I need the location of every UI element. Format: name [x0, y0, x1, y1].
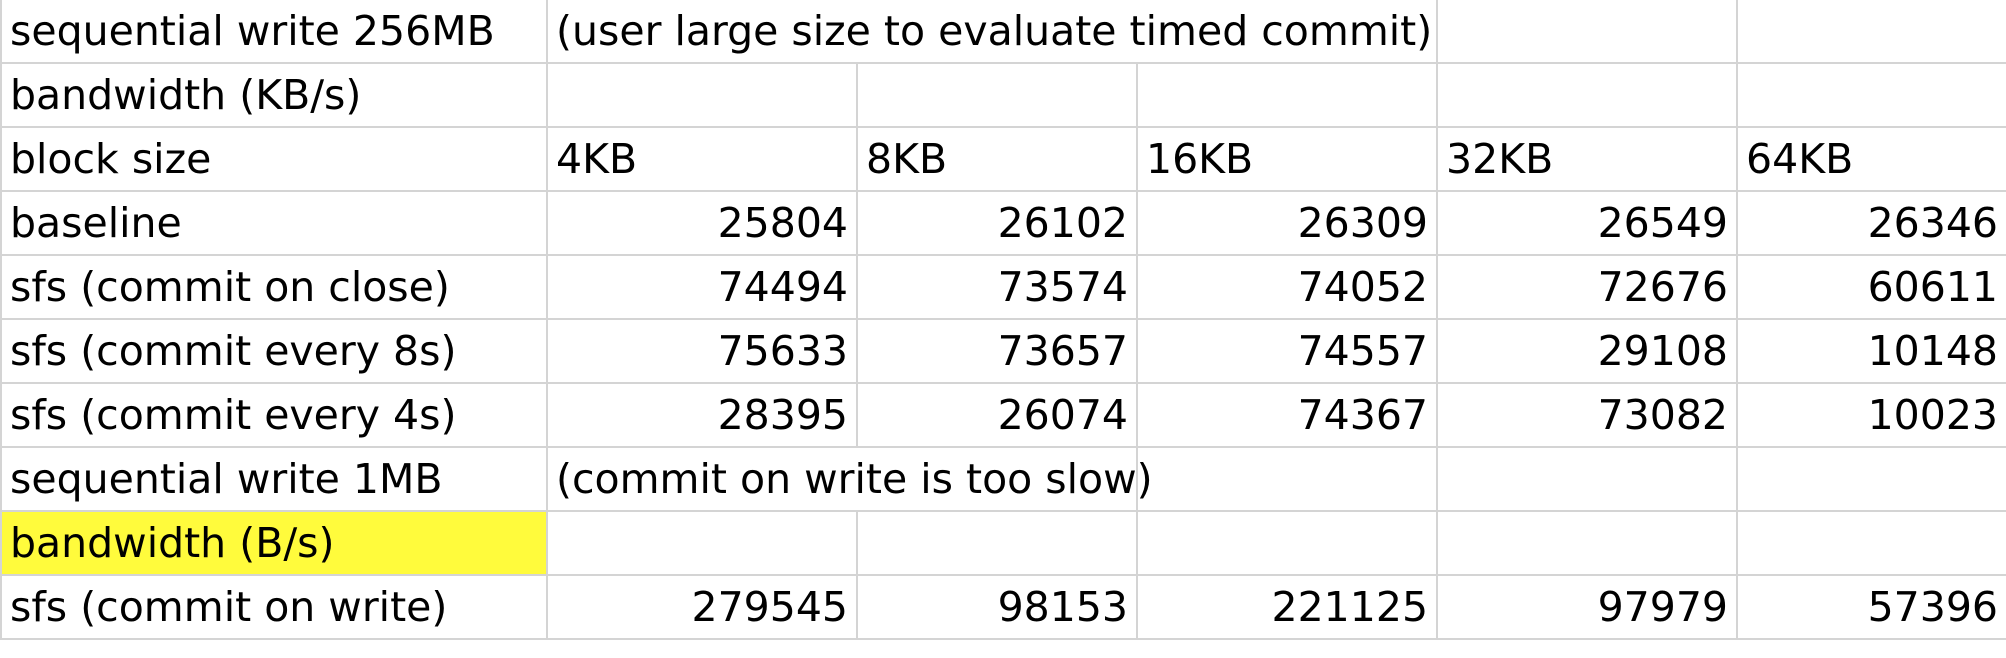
value-cell[interactable]: 10148	[1736, 318, 2006, 384]
row-label-cell[interactable]: sfs (commit every 4s)	[0, 382, 548, 448]
value-cell[interactable]: 97979	[1436, 574, 1739, 640]
value-cell[interactable]: 73082	[1436, 382, 1739, 448]
value-cell[interactable]: 72676	[1436, 254, 1739, 320]
cell-grid: sequential write 256MB (user large size t…	[0, 0, 2006, 640]
text-cell[interactable]	[1436, 446, 1739, 512]
row-label-cell[interactable]: sfs (commit every 8s)	[0, 318, 548, 384]
text-cell[interactable]: 4KB	[546, 126, 858, 192]
text-cell[interactable]	[1436, 62, 1739, 128]
value-cell[interactable]: 26549	[1436, 190, 1739, 256]
sheet-row: sequential write 256MB (user large size t…	[0, 0, 2006, 64]
text-cell[interactable]	[856, 510, 1138, 576]
text-cell[interactable]: 16KB	[1135, 126, 1439, 192]
text-cell[interactable]	[546, 510, 858, 576]
row-label-cell[interactable]: sequential write 256MB	[0, 0, 548, 64]
sheet-row: sfs (commit on close) 74494 73574 74052 7267…	[0, 254, 2006, 320]
value-cell[interactable]: 73657	[856, 318, 1138, 384]
text-cell[interactable]	[1736, 62, 2006, 128]
value-cell[interactable]: 57396	[1736, 574, 2006, 640]
sheet-row: block size 4KB 8KB 16KB 32KB 64KB	[0, 126, 2006, 192]
value-cell[interactable]: 60611	[1736, 254, 2006, 320]
row-label-cell[interactable]: sequential write 1MB	[0, 446, 548, 512]
text-cell[interactable]	[856, 62, 1138, 128]
sheet-row: bandwidth (KB/s)	[0, 62, 2006, 128]
text-cell[interactable]: 64KB	[1736, 126, 2006, 192]
text-cell[interactable]	[1736, 0, 2006, 64]
text-cell[interactable]	[1135, 510, 1439, 576]
value-cell[interactable]: 26346	[1736, 190, 2006, 256]
text-cell[interactable]: 8KB	[856, 126, 1138, 192]
value-cell[interactable]: 74494	[546, 254, 858, 320]
row-label-cell[interactable]: bandwidth (B/s)	[0, 510, 548, 576]
text-cell[interactable]	[1135, 446, 1439, 512]
value-cell[interactable]: 73574	[856, 254, 1138, 320]
sheet-row: bandwidth (B/s)	[0, 510, 2006, 576]
text-cell[interactable]	[1736, 446, 2006, 512]
text-cell[interactable]	[1135, 62, 1439, 128]
text-cell[interactable]	[1736, 510, 2006, 576]
sheet-row: sequential write 1MB (commit on write is …	[0, 446, 2006, 512]
text-cell[interactable]: (user large size to evaluate timed commi…	[545, 0, 1439, 64]
row-label-cell[interactable]: bandwidth (KB/s)	[0, 62, 548, 128]
sheet-row: sfs (commit on write) 279545 98153 221125 97…	[0, 574, 2006, 640]
value-cell[interactable]: 26074	[856, 382, 1138, 448]
sheet-row: sfs (commit every 8s) 75633 73657 74557 2910…	[0, 318, 2006, 384]
row-label-cell[interactable]: block size	[0, 126, 548, 192]
value-cell[interactable]: 221125	[1135, 574, 1439, 640]
sheet-row: sfs (commit every 4s) 28395 26074 74367 7308…	[0, 382, 2006, 448]
value-cell[interactable]: 26102	[856, 190, 1138, 256]
row-label-cell[interactable]: baseline	[0, 190, 548, 256]
value-cell[interactable]: 29108	[1436, 318, 1739, 384]
grid-body: sequential write 256MB (user large size t…	[0, 0, 2006, 640]
text-cell[interactable]	[546, 62, 858, 128]
value-cell[interactable]: 74052	[1135, 254, 1439, 320]
value-cell[interactable]: 74367	[1135, 382, 1439, 448]
text-cell[interactable]: 32KB	[1436, 126, 1739, 192]
row-label-cell[interactable]: sfs (commit on close)	[0, 254, 548, 320]
value-cell[interactable]: 75633	[546, 318, 858, 384]
sheet-row: baseline 25804 26102 26309 26549 26346	[0, 190, 2006, 256]
text-cell[interactable]: (commit on write is too slow)	[546, 446, 1153, 512]
text-cell[interactable]	[1436, 0, 1739, 64]
value-cell[interactable]: 10023	[1736, 382, 2006, 448]
value-cell[interactable]: 279545	[546, 574, 858, 640]
value-cell[interactable]: 25804	[546, 190, 858, 256]
value-cell[interactable]: 28395	[546, 382, 858, 448]
row-label-cell[interactable]: sfs (commit on write)	[0, 574, 548, 640]
value-cell[interactable]: 74557	[1135, 318, 1439, 384]
text-cell[interactable]	[1436, 510, 1739, 576]
value-cell[interactable]: 98153	[856, 574, 1138, 640]
value-cell[interactable]: 26309	[1135, 190, 1439, 256]
